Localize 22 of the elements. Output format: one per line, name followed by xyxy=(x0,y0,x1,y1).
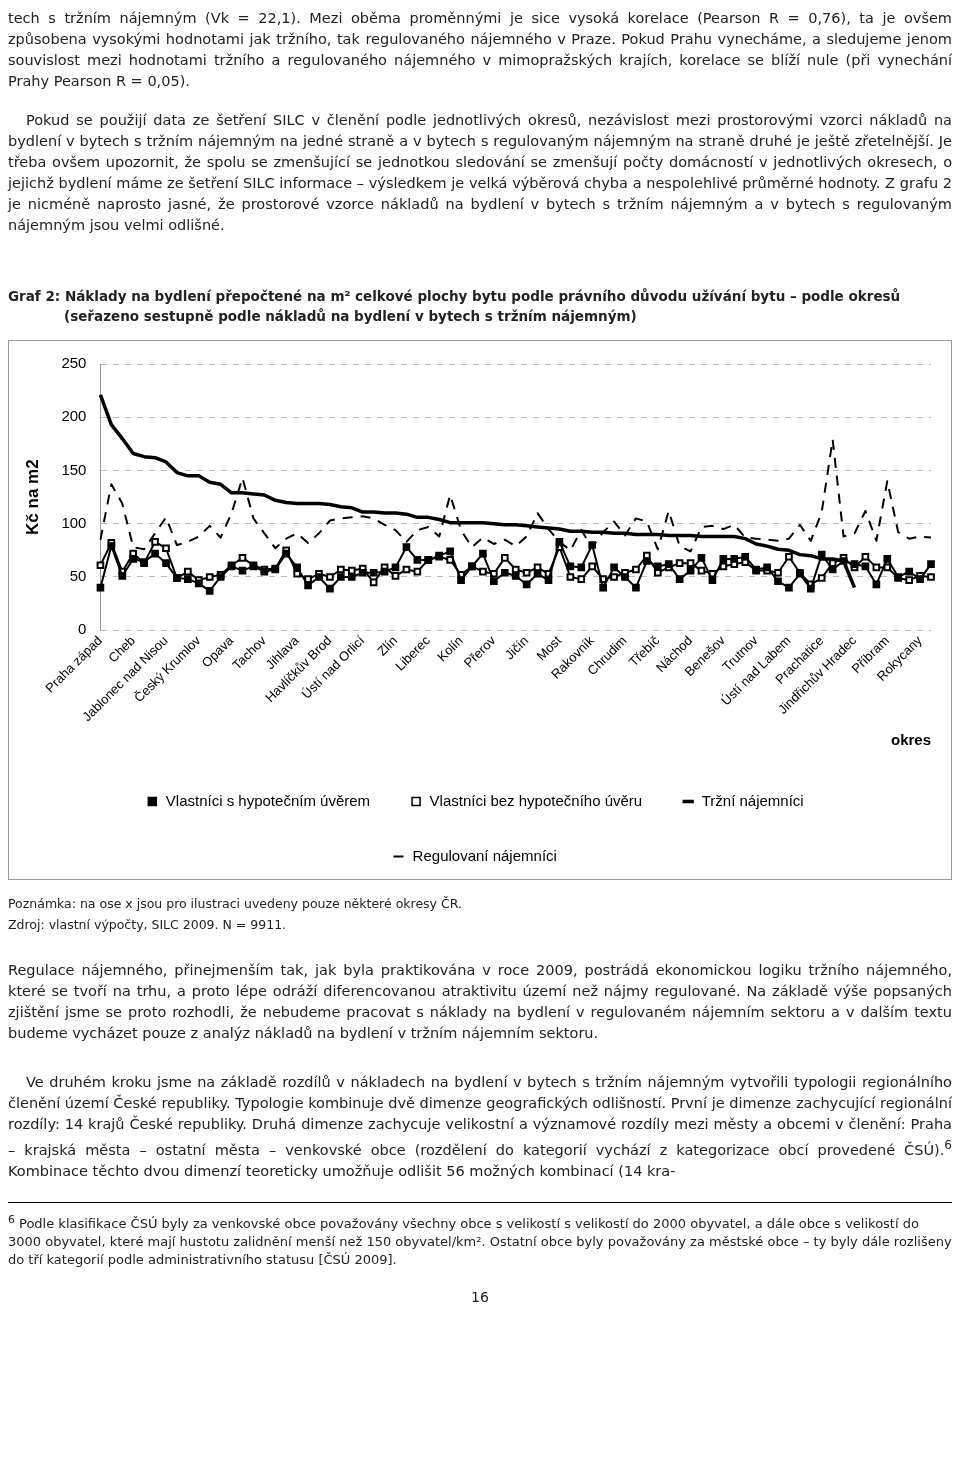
y-tick-label: 200 xyxy=(61,407,87,425)
text: 16 xyxy=(470,1289,490,1306)
text: Ve druhém kroku jsme na základě rozdílů v nákladech na bydlení v bytech s tržním nájemným vytvořili typologii regionálního členění území České republiky. Typologie kombinuje dvě dimenze geografických odlišností. První je dimenze zachycující regionální rozdíly: 14 krajů České republiky. Druhá dimenze zachycuje velikostní a významové rozdíly mezi městy a obcemi v členění: Praha – krajská města – ostatní města – venkovské obce (rozdělení do kategorií vychází z kategorizace obcí provedené ČSÚ).$^{6}$ Kombinace těchto dvou dimenzí teoreticky umožňuje odlišit 56 možných kombinací (14 kra- xyxy=(8,1074,952,1179)
text: Zdroj: vlastní výpočty, SILC 2009. N = 9911. xyxy=(8,917,288,932)
y-tick-label: 250 xyxy=(61,354,87,372)
y-tick-label: 0 xyxy=(78,620,87,638)
y-tick-label: 50 xyxy=(69,567,87,585)
text: Regulace nájemného, přinejmenším tak, jak byla praktikována v roce 2009, postrádá ekonomickou logiku tržního nájemného, které se tvoří na trhu, a proto lépe odráží diferencovanou atraktivitu území než nájmy regulované. Na základě výše popsaných zjištění jsme se proto rozhodli, že nebudeme pracovat s náklady na bydlení v regulovaném nájemním sektoru a v dalším textu budeme vycházet pouze z analýz nákladů na bydlení v tržním nájemním sektoru. xyxy=(8,961,952,1043)
y-tick-label: 100 xyxy=(61,513,87,531)
legend-label: Vlastníci bez hypotečního úvěru xyxy=(429,791,643,809)
legend-label: Tržní nájemníci xyxy=(701,791,804,809)
y-axis-title: Kč na m2 xyxy=(22,459,42,535)
y-tick-label: 150 xyxy=(61,460,87,478)
chart-title: Graf 2: Náklady na bydlení přepočtené na m² celkové plochy bytu podle právního důvodu užívání bytu – podle okresů (seřazeno sestupně podle nákladů na bydlení v bytech s tržním nájemným) xyxy=(8,287,902,326)
text: Poznámka: na ose x jsou pro ilustraci uvedeny pouze některé okresy ČR. xyxy=(8,896,463,911)
x-tick-label: Zlín xyxy=(374,632,401,659)
legend-label: Vlastníci s hypotečním úvěrem xyxy=(165,791,371,809)
text: $^{6}$ Podle klasifikace ČSÚ byly za venkovské obce považovány všechny obce s velikostí s velikostí do 2000 obyvatel, a dále obce s velikostí do 3000 obyvatel, které mají hustotu zalidnění menší než 150 obyvatel/km². Ostatní obce byly považovány za městské obce – ty byly dále rozlišeny do tří kategorií podle administrativního statusu [ČSÚ 2009]. xyxy=(8,1201,952,1270)
x-axis-title: okres xyxy=(890,731,931,749)
legend-label: Regulovaní nájemníci xyxy=(412,846,557,864)
text: tech s tržním nájemným (Vk = 22,1). Mezi oběma proměnnými je sice vysoká korelace (Pearson R = 0,76), ta je ovšem způsobena vysokými hodnotami jak tržního, tak regulovaného nájemného v Praze. Pokud Prahu vynecháme, a sledujeme jenom souvislost mezi hodnotami tržního a regulovaného nájemného v mimopražských krajích, korelace se blíží nule (při vynechání Prahy Pearson R = 0,05). xyxy=(8,9,952,91)
text: Pokud se použijí data ze šetření SILC v členění podle jednotlivých okresů, nezávislost mezi prostorovými vzorci nákladů na bydlení v bytech s tržním nájemným na jedné straně a v bytech s regulovaným nájemným na straně druhé je ještě zřetelnější. Je třeba ovšem upozornit, že spolu se zmenšující se jednotkou sledování se zmenšují počty domácností v jednotlivých okresech, o jejichž bydlení máme ze šetření SILC informace – výsledkem je velká výběrová chyba a nespolehlivé průměrné hodnoty. Z grafu 2 je nicméně naprosto jasné, že prostorové vzorce nákladů na bydlení v bytech s tržním nájemným a v bytech s regulovaným nájemným jsou velmi odlišné. xyxy=(8,111,952,235)
